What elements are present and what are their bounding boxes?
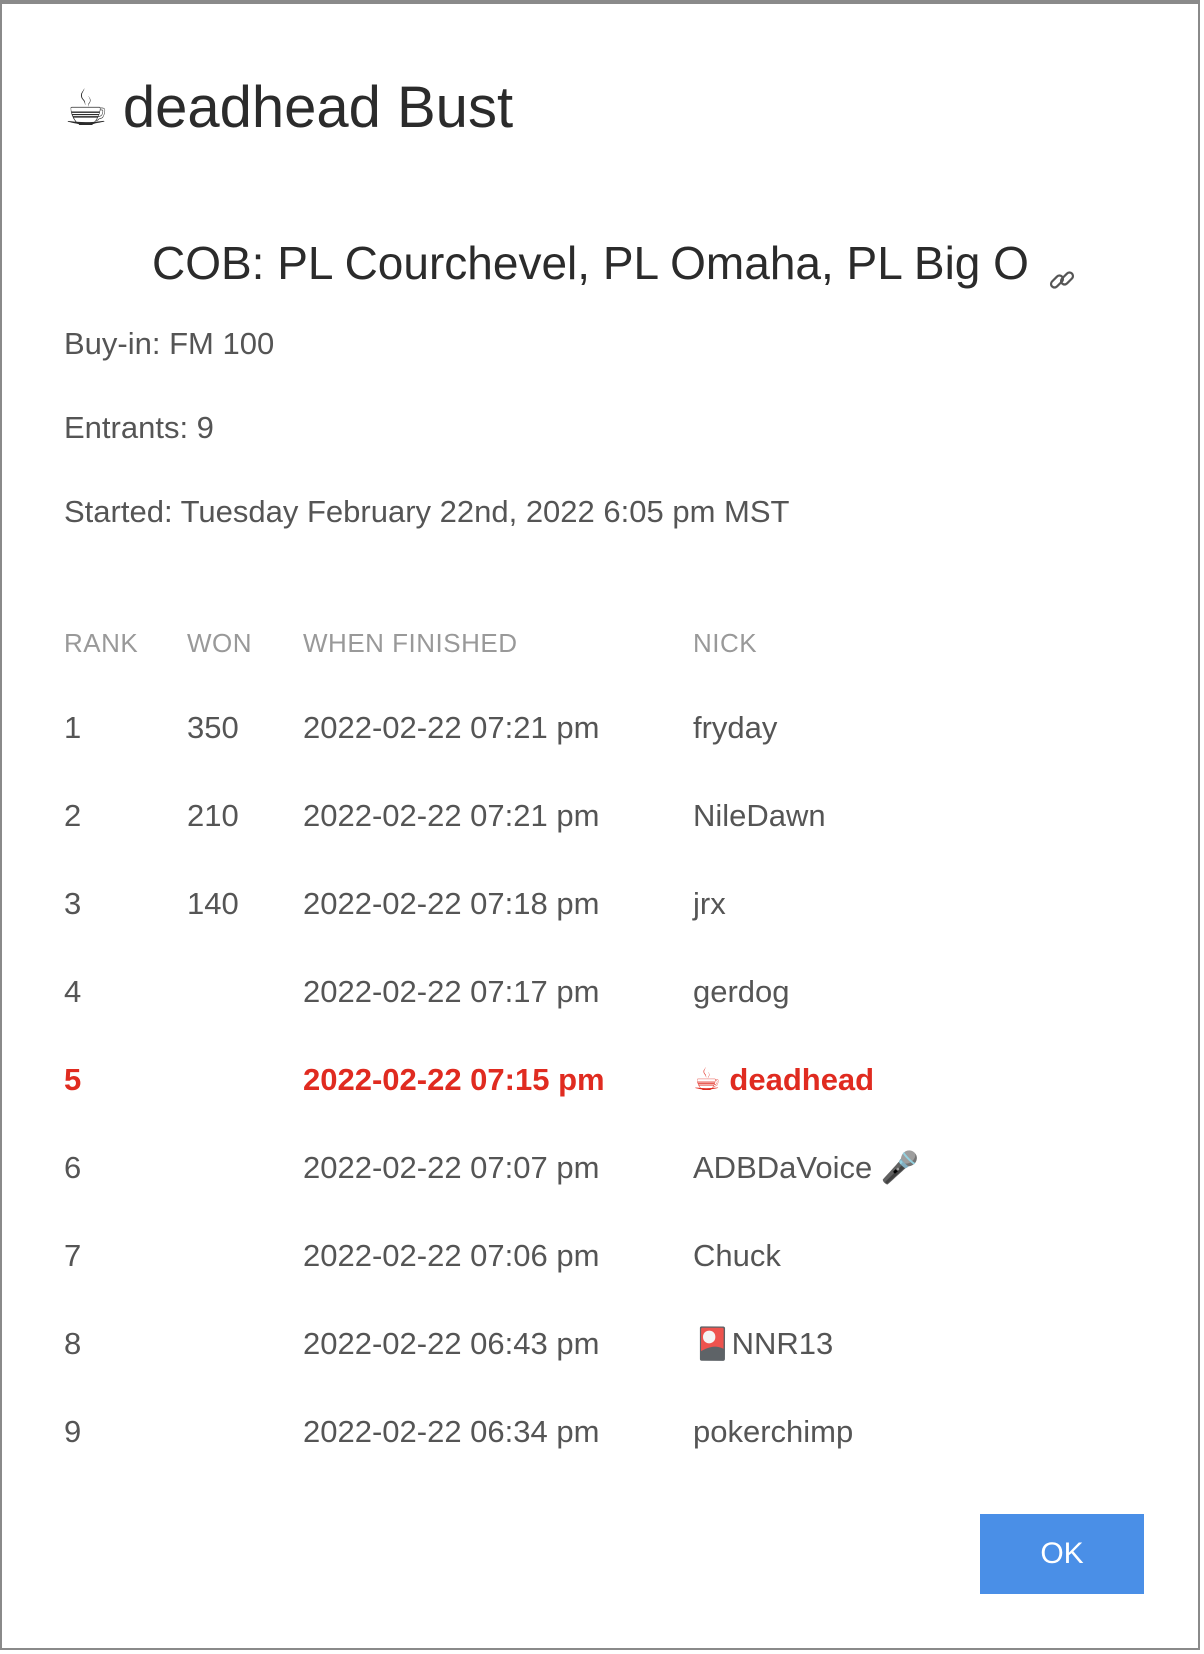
rank-cell: 8 [64,1326,82,1361]
nick-cell: jrx [693,886,726,921]
nick-cell: ☕ deadhead [693,1062,875,1097]
ok-button[interactable]: OK [980,1514,1144,1594]
won-cell: 140 [187,886,239,921]
nick-cell: Chuck [693,1238,781,1273]
nick-cell: fryday [693,710,778,745]
dialog-title: ☕ deadhead Bust [64,74,513,141]
rank-cell: 4 [64,974,82,1009]
table-row: 1 350 2022-02-22 07:21 pm fryday [2,684,1202,772]
when-finished-cell: 2022-02-22 07:18 pm [303,886,600,921]
tournament-name: COB: PL Courchevel, PL Omaha, PL Big O [152,236,1077,290]
rank-cell: 1 [64,710,82,745]
when-finished-cell: 2022-02-22 07:06 pm [303,1238,600,1273]
tournament-name-text: COB: PL Courchevel, PL Omaha, PL Big O [152,237,1029,289]
nick-cell: ADBDaVoice 🎤 [693,1150,920,1185]
when-finished-cell: 2022-02-22 06:43 pm [303,1326,600,1361]
link-icon[interactable] [1047,252,1077,289]
table-row: 3 140 2022-02-22 07:18 pm jrx [2,860,1202,948]
rank-cell: 3 [64,886,82,921]
table-row: 9 2022-02-22 06:34 pm pokerchimp [2,1388,1202,1476]
won-cell: 210 [187,798,239,833]
nick-cell: 🎴NNR13 [693,1326,834,1361]
rank-cell: 7 [64,1238,82,1273]
table-row: 7 2022-02-22 07:06 pm Chuck [2,1212,1202,1300]
when-finished-cell: 2022-02-22 07:07 pm [303,1150,600,1185]
column-header-won: WON [187,628,253,658]
entrants-text: Entrants: 9 [64,410,214,445]
rank-cell: 6 [64,1150,82,1185]
when-finished-cell: 2022-02-22 07:21 pm [303,798,600,833]
won-cell: 350 [187,710,239,745]
nick-cell: NileDawn [693,798,826,833]
table-row-highlighted: 5 2022-02-22 07:15 pm ☕ deadhead [2,1036,1202,1124]
rank-cell: 9 [64,1414,82,1449]
table-row: 2 210 2022-02-22 07:21 pm NileDawn [2,772,1202,860]
when-finished-cell: 2022-02-22 06:34 pm [303,1414,600,1449]
table-row: 8 2022-02-22 06:43 pm 🎴NNR13 [2,1300,1202,1388]
rank-cell: 2 [64,798,82,833]
table-row: 6 2022-02-22 07:07 pm ADBDaVoice 🎤 [2,1124,1202,1212]
nick-cell: gerdog [693,974,790,1009]
buy-in-text: Buy-in: FM 100 [64,326,275,361]
column-header-nick: NICK [693,628,758,658]
started-text: Started: Tuesday February 22nd, 2022 6:0… [64,494,790,529]
when-finished-cell: 2022-02-22 07:17 pm [303,974,600,1009]
column-header-rank: RANK [64,628,139,658]
when-finished-cell: 2022-02-22 07:15 pm [303,1062,605,1097]
column-header-when-finished: WHEN FINISHED [303,628,518,658]
table-row: 4 2022-02-22 07:17 pm gerdog [2,948,1202,1036]
nick-cell: pokerchimp [693,1414,854,1449]
when-finished-cell: 2022-02-22 07:21 pm [303,710,600,745]
coffee-cup-icon: ☕ [64,78,109,137]
rank-cell: 5 [64,1062,82,1097]
dialog-title-text: deadhead Bust [122,75,514,140]
